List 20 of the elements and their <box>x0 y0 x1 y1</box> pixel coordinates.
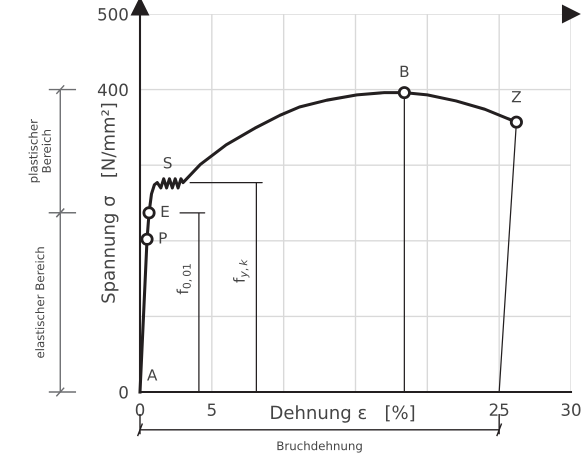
annotation: A <box>147 369 158 380</box>
text: elastischer Bereich <box>35 247 44 358</box>
text: plastischer Bereich <box>28 119 51 182</box>
annotation: P <box>160 232 167 244</box>
y-axis-title: Spannung σ [N/mm²] <box>100 104 118 303</box>
y-tick-label: 0 <box>119 386 128 399</box>
y-tick-label: 500 <box>98 8 128 21</box>
x-tick-label: 0 <box>136 403 144 416</box>
x-tick-label: 30 <box>562 403 580 416</box>
annotation: E <box>162 206 169 218</box>
x-tick-label: 5 <box>208 404 216 416</box>
y-tick-label: 400 <box>98 84 128 96</box>
annotation: f$_{y,k}$ <box>233 259 250 283</box>
text: Bruchdehnung <box>277 441 362 453</box>
annotation: Z <box>512 91 521 102</box>
annotation: S <box>164 156 172 169</box>
x-axis-title: Dehnung ε [%] <box>271 405 414 423</box>
annotation: f$_{0,01}$ <box>176 264 192 294</box>
x-tick-label: 25 <box>490 403 508 416</box>
annotation: B <box>400 66 409 77</box>
